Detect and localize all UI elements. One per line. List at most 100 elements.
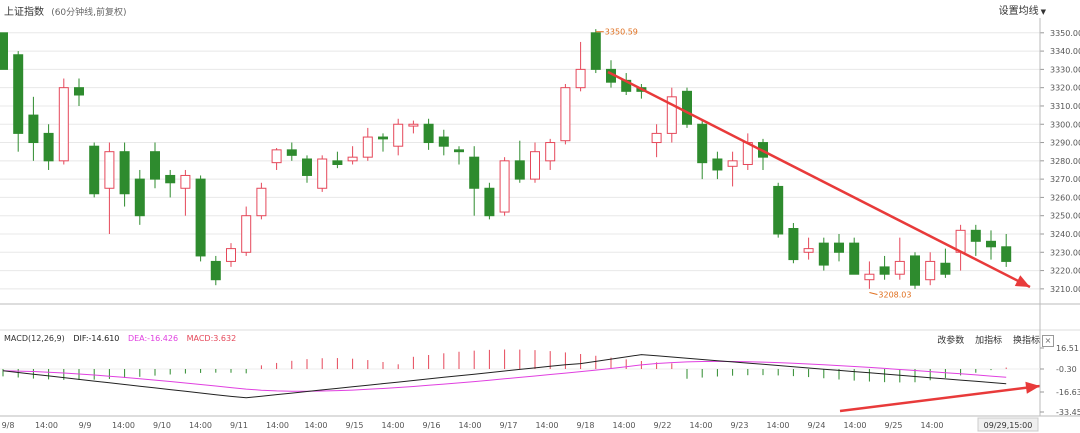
candle[interactable]	[89, 142, 100, 198]
price-tick-label: 3350.00	[1050, 29, 1080, 38]
candle[interactable]	[894, 237, 905, 280]
candle[interactable]	[499, 157, 510, 216]
candle[interactable]	[742, 133, 753, 170]
time-tick-label: 14:00	[920, 421, 943, 430]
candle[interactable]	[74, 78, 84, 106]
low-annotation: 3208.03	[878, 290, 911, 299]
candle[interactable]	[195, 175, 206, 262]
candle[interactable]	[28, 96, 39, 161]
candle[interactable]	[727, 151, 738, 187]
indicator-actions: 改参数 加指标 换指标	[929, 333, 1040, 346]
candle[interactable]	[651, 124, 662, 158]
candle[interactable]	[514, 140, 525, 183]
current-time-label: 09/29,15:00	[984, 421, 1033, 430]
candle[interactable]	[13, 51, 24, 152]
macd-histogram-value: MACD:3.632	[186, 334, 237, 343]
candle[interactable]	[104, 142, 115, 234]
candle[interactable]	[575, 41, 586, 92]
candle[interactable]	[0, 32, 8, 70]
candle[interactable]	[560, 84, 571, 145]
candle[interactable]	[393, 118, 404, 156]
ma-settings-button[interactable]: 设置均线 ▼	[999, 2, 1046, 17]
time-tick-label: 14:00	[535, 421, 558, 430]
candle[interactable]	[210, 255, 221, 286]
candle[interactable]	[758, 138, 768, 170]
chart-subtitle: (60分钟线,前复权)	[51, 8, 127, 18]
candle[interactable]	[408, 120, 419, 134]
macd-tick-label: 16.51	[1056, 344, 1079, 353]
candle[interactable]	[986, 230, 996, 260]
candle[interactable]	[910, 252, 920, 289]
candle[interactable]	[302, 155, 312, 183]
time-tick-label: 9/16	[423, 421, 441, 430]
candle[interactable]	[834, 233, 844, 262]
price-tick-label: 3270.00	[1050, 175, 1080, 184]
candle[interactable]	[241, 206, 252, 256]
candle[interactable]	[226, 243, 236, 267]
candle[interactable]	[317, 155, 328, 192]
candle[interactable]	[180, 169, 191, 216]
macd-tick-label: -33.45	[1056, 408, 1080, 417]
candle[interactable]	[378, 133, 388, 152]
candle[interactable]	[438, 129, 449, 156]
candle[interactable]	[165, 169, 176, 198]
candle[interactable]	[879, 255, 890, 280]
time-tick-label: 9/18	[577, 421, 595, 430]
change-params-button[interactable]: 改参数	[937, 336, 965, 346]
candle[interactable]	[469, 146, 480, 216]
price-tick-label: 3320.00	[1050, 84, 1080, 93]
ma-settings-label: 设置均线	[998, 6, 1039, 17]
macd-trend-arrow	[839, 381, 1041, 413]
candle[interactable]	[58, 78, 69, 165]
candle[interactable]	[682, 87, 692, 128]
macd-dea-value: DEA:-16.426	[127, 334, 179, 343]
candle[interactable]	[271, 148, 282, 170]
candle[interactable]	[864, 261, 875, 289]
candle[interactable]	[849, 237, 860, 275]
macd-tick-label: -0.30	[1056, 365, 1077, 374]
candle[interactable]	[1001, 233, 1012, 267]
candle[interactable]	[256, 182, 267, 220]
candle[interactable]	[454, 146, 464, 165]
candle[interactable]	[666, 87, 677, 143]
switch-indicator-button[interactable]: 换指标	[1012, 336, 1040, 346]
time-tick-label: 14:00	[189, 421, 212, 430]
candle[interactable]	[530, 142, 540, 183]
candle[interactable]	[286, 142, 297, 161]
candle[interactable]	[150, 142, 160, 189]
candle[interactable]	[134, 169, 145, 225]
chart-title: 上证指数 (60分钟线,前复权)	[4, 3, 127, 18]
time-tick-label: 14:00	[35, 421, 58, 430]
time-tick-label: 14:00	[304, 421, 327, 430]
candle[interactable]	[590, 29, 601, 74]
add-indicator-button[interactable]: 加指标	[975, 336, 1003, 346]
time-tick-label: 14:00	[766, 421, 789, 430]
candle[interactable]	[773, 182, 784, 238]
candle[interactable]	[423, 118, 434, 150]
time-tick-label: 14:00	[112, 421, 135, 430]
caret-down-icon: ▼	[1040, 8, 1046, 16]
candle[interactable]	[332, 151, 343, 169]
candle[interactable]	[970, 224, 981, 256]
candle[interactable]	[362, 127, 373, 161]
close-icon[interactable]: ×	[1042, 335, 1054, 347]
time-tick-label: 9/15	[346, 421, 364, 430]
candle[interactable]	[484, 182, 495, 220]
candle[interactable]	[803, 237, 814, 260]
macd-dif-value: DIF:-14.610	[73, 334, 120, 343]
candle[interactable]	[43, 124, 54, 170]
candle[interactable]	[788, 223, 799, 264]
candle[interactable]	[697, 120, 708, 180]
candle[interactable]	[545, 138, 556, 170]
time-tick-label: 9/23	[731, 421, 749, 430]
candle[interactable]	[925, 252, 936, 286]
candle[interactable]	[119, 142, 130, 207]
price-tick-label: 3260.00	[1050, 193, 1080, 202]
candle[interactable]	[955, 224, 966, 271]
candle[interactable]	[347, 146, 358, 165]
candle[interactable]	[940, 248, 951, 278]
candle[interactable]	[712, 151, 723, 180]
price-tick-label: 3300.00	[1050, 120, 1080, 129]
candle[interactable]	[818, 237, 829, 271]
